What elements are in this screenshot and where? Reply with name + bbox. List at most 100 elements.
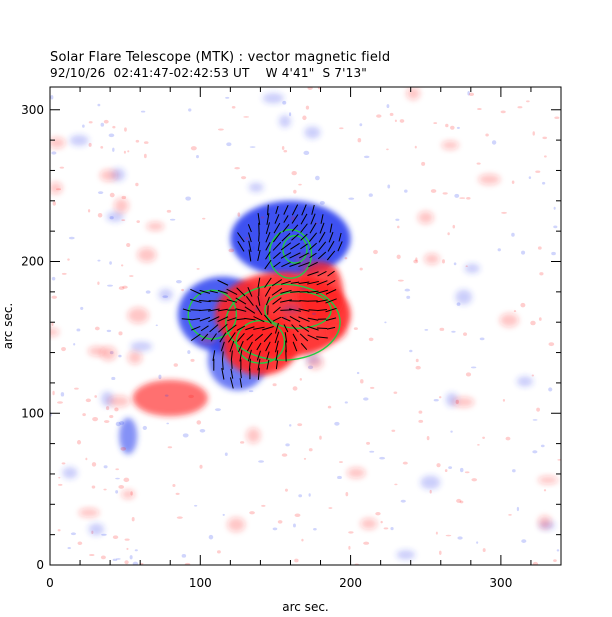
field-vector bbox=[227, 317, 237, 322]
noise-speck bbox=[97, 103, 101, 107]
noise-speck bbox=[532, 131, 535, 136]
noise-speck bbox=[119, 421, 125, 425]
noise-speck bbox=[51, 322, 54, 326]
noise-speck bbox=[57, 529, 61, 532]
field-vector bbox=[274, 322, 279, 334]
noise-speck bbox=[82, 413, 86, 417]
noise-speck bbox=[166, 422, 170, 425]
noise-speck bbox=[249, 511, 255, 515]
field-vector bbox=[218, 300, 227, 302]
field-vector bbox=[264, 259, 272, 270]
field-vector bbox=[246, 341, 253, 352]
noise-speck bbox=[497, 248, 501, 252]
noise-speck bbox=[387, 184, 391, 189]
field-vector bbox=[236, 287, 246, 297]
field-vector bbox=[264, 277, 272, 288]
noise-speck bbox=[70, 532, 77, 536]
noise-speck bbox=[520, 302, 526, 308]
noise-speck bbox=[124, 560, 129, 565]
field-vector bbox=[319, 222, 325, 234]
field-vector bbox=[308, 309, 318, 311]
noise-speck bbox=[52, 201, 56, 206]
noise-speck bbox=[108, 133, 115, 138]
field-vector bbox=[266, 213, 270, 225]
noise-speck bbox=[384, 321, 387, 324]
noise-speck bbox=[476, 541, 479, 544]
noise-speck bbox=[187, 350, 191, 355]
noise-speck bbox=[347, 467, 366, 479]
noise-speck bbox=[307, 87, 313, 90]
field-vector bbox=[248, 232, 252, 243]
field-vector bbox=[290, 242, 300, 250]
field-vector bbox=[257, 367, 260, 380]
noise-speck bbox=[516, 506, 520, 512]
noise-speck bbox=[137, 247, 157, 263]
noise-speck bbox=[214, 408, 221, 412]
noise-speck bbox=[162, 295, 169, 298]
noise-speck bbox=[491, 140, 497, 145]
noise-speck bbox=[85, 457, 88, 461]
noise-speck bbox=[134, 549, 138, 552]
field-vector bbox=[272, 316, 282, 322]
noise-speck bbox=[107, 395, 130, 408]
field-vector bbox=[221, 359, 224, 370]
field-vector bbox=[235, 308, 247, 312]
field-vector bbox=[247, 286, 253, 297]
noise-speck bbox=[118, 286, 125, 290]
noise-speck bbox=[433, 399, 439, 402]
field-vector bbox=[317, 251, 327, 260]
field-vector bbox=[236, 325, 246, 331]
field-vector bbox=[300, 233, 308, 241]
noise-speck bbox=[50, 182, 63, 195]
noise-speck bbox=[97, 281, 100, 285]
x-axis-label: arc sec. bbox=[282, 600, 328, 614]
x-tick-label: 200 bbox=[339, 576, 362, 590]
noise-speck bbox=[245, 237, 249, 240]
field-vector bbox=[329, 223, 333, 233]
field-region-negative-0 bbox=[230, 200, 351, 277]
noise-speck bbox=[453, 262, 457, 266]
noise-speck bbox=[283, 150, 288, 153]
noise-speck bbox=[391, 429, 396, 432]
noise-speck bbox=[532, 419, 538, 421]
noise-speck bbox=[471, 478, 478, 482]
field-vector bbox=[257, 241, 261, 252]
noise-speck bbox=[112, 535, 119, 540]
noise-speck bbox=[452, 396, 475, 408]
noise-speck bbox=[477, 108, 482, 111]
noise-speck bbox=[185, 196, 192, 201]
field-vector bbox=[328, 231, 334, 243]
field-vector bbox=[283, 215, 289, 223]
field-vector bbox=[300, 243, 308, 250]
noise-speck bbox=[417, 211, 434, 224]
noise-speck bbox=[413, 259, 419, 264]
field-vector bbox=[281, 232, 291, 242]
noise-speck bbox=[88, 523, 105, 536]
noise-speck bbox=[535, 170, 541, 173]
noise-speck bbox=[442, 259, 445, 264]
noise-speck bbox=[282, 100, 287, 105]
noise-speck bbox=[121, 489, 135, 499]
noise-speck bbox=[442, 192, 448, 195]
field-vector bbox=[291, 324, 299, 333]
field-vector bbox=[274, 214, 280, 224]
noise-speck bbox=[92, 416, 99, 422]
noise-speck bbox=[477, 444, 480, 446]
noise-speck bbox=[302, 242, 306, 245]
noise-speck bbox=[359, 267, 363, 271]
noise-speck bbox=[293, 189, 297, 194]
noise-speck bbox=[366, 441, 371, 445]
field-vector bbox=[298, 308, 310, 312]
noise-speck bbox=[109, 216, 114, 220]
field-vector bbox=[212, 350, 216, 361]
noise-speck bbox=[140, 110, 146, 113]
noise-speck bbox=[553, 206, 556, 210]
noise-speck bbox=[143, 141, 149, 144]
field-vector bbox=[307, 280, 319, 285]
field-vector bbox=[326, 279, 336, 286]
noise-speck bbox=[376, 114, 382, 118]
noise-speck bbox=[105, 406, 110, 411]
noise-speck bbox=[136, 220, 140, 224]
noise-speck bbox=[363, 541, 370, 545]
noise-speck bbox=[202, 217, 206, 220]
